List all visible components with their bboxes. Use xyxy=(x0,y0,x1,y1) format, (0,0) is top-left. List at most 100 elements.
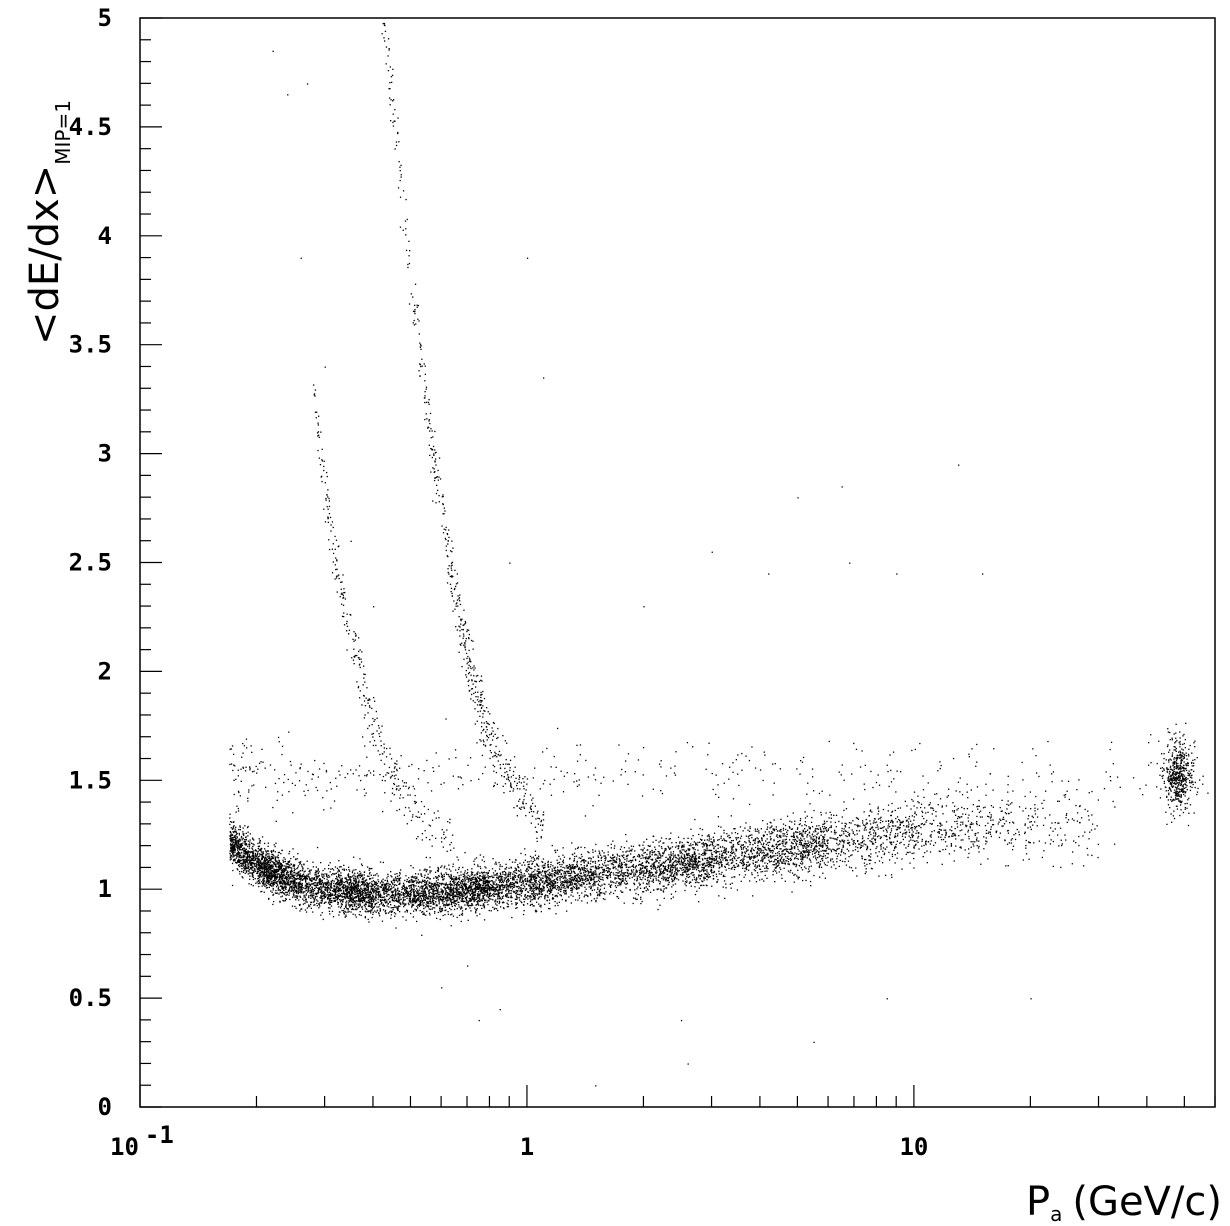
main-band-point xyxy=(460,894,463,896)
main-band-point xyxy=(444,884,447,886)
main-band-point xyxy=(370,902,372,905)
main-band-point xyxy=(330,883,333,886)
main-band-point xyxy=(435,898,437,900)
main-band-point xyxy=(319,886,321,889)
main-band-point xyxy=(257,856,260,858)
main-band-point xyxy=(367,896,369,898)
main-band-point xyxy=(524,898,526,901)
main-band-point xyxy=(263,873,265,875)
main-band-point xyxy=(392,891,394,893)
main-band-point xyxy=(321,880,323,882)
main-band-point xyxy=(298,871,300,873)
main-band-point xyxy=(439,893,441,895)
main-band-point xyxy=(282,869,284,871)
main-band-point xyxy=(324,868,326,870)
main-band-point xyxy=(341,879,343,881)
main-band-point xyxy=(437,897,439,899)
main-band-point xyxy=(487,877,490,879)
main-band-point xyxy=(284,877,286,880)
main-band-point xyxy=(298,889,300,891)
main-band-point xyxy=(474,886,477,889)
main-band-point xyxy=(328,884,330,886)
main-band-point xyxy=(361,874,364,876)
main-band-point xyxy=(345,881,347,883)
main-band-point xyxy=(401,888,403,891)
main-band-point xyxy=(366,889,368,891)
main-band-point xyxy=(383,890,386,892)
main-band-point xyxy=(435,901,437,903)
main-band-point xyxy=(283,900,285,902)
main-band-point xyxy=(269,874,272,876)
main-band-point xyxy=(398,900,400,902)
main-band-point xyxy=(455,895,457,897)
main-band-point xyxy=(482,878,484,880)
main-band-point xyxy=(472,891,474,893)
main-band-point xyxy=(417,873,420,875)
main-band-point xyxy=(288,883,290,885)
main-band-point xyxy=(294,872,296,874)
main-band-point xyxy=(248,859,250,861)
main-band-point xyxy=(514,872,516,874)
main-band-point xyxy=(298,874,300,876)
main-band-point xyxy=(299,889,301,891)
main-band-point xyxy=(436,904,438,906)
main-band-point xyxy=(507,903,509,906)
main-band-point xyxy=(281,878,283,880)
main-band-point xyxy=(362,889,364,891)
main-band-point xyxy=(346,890,348,892)
main-band-point xyxy=(289,883,291,886)
main-band-point xyxy=(379,882,382,884)
main-band-point xyxy=(297,892,299,895)
main-band-point xyxy=(284,860,286,863)
main-band-point xyxy=(286,884,288,886)
main-band-point xyxy=(368,875,370,877)
main-band-point xyxy=(340,889,342,891)
main-band-point xyxy=(323,895,325,897)
main-band-point xyxy=(384,890,387,892)
main-band-point xyxy=(233,847,235,849)
main-band-point xyxy=(505,863,507,865)
main-band-point xyxy=(437,879,439,881)
main-band-point xyxy=(281,895,284,897)
main-band-point xyxy=(304,902,306,905)
main-band-point xyxy=(358,879,360,881)
main-band-point xyxy=(294,874,296,876)
main-band-point xyxy=(477,893,479,895)
main-band-point xyxy=(235,842,237,845)
main-band-point xyxy=(508,891,510,893)
main-band-point xyxy=(373,891,375,893)
main-band-point xyxy=(229,859,231,861)
main-band-point xyxy=(515,859,517,861)
main-band-point xyxy=(484,889,486,892)
main-band-point xyxy=(269,858,271,860)
main-band-point xyxy=(290,867,292,869)
main-band-point xyxy=(328,864,330,866)
main-band-point xyxy=(370,892,373,895)
main-band-point xyxy=(243,834,245,836)
main-band-point xyxy=(460,906,462,908)
main-band-point xyxy=(267,876,269,878)
main-band-point xyxy=(262,855,264,857)
main-band-point xyxy=(340,875,342,877)
main-band-point xyxy=(438,874,440,877)
main-band-point xyxy=(230,827,232,829)
main-band-point xyxy=(526,877,529,880)
main-band-point xyxy=(475,904,477,906)
main-band-point xyxy=(358,889,361,891)
main-band-point xyxy=(274,881,276,883)
main-band-point xyxy=(525,888,527,890)
main-band-point xyxy=(510,896,512,898)
main-band-point xyxy=(393,895,395,897)
main-band-point xyxy=(483,871,486,873)
main-band-point xyxy=(393,890,395,892)
main-band-point xyxy=(280,869,282,871)
main-band-point xyxy=(369,894,372,896)
main-band-point xyxy=(283,869,285,872)
main-band-point xyxy=(480,890,482,892)
main-band-point xyxy=(306,883,308,885)
main-band-point xyxy=(265,880,267,882)
main-band-point xyxy=(341,868,344,871)
main-band-point xyxy=(339,881,342,883)
main-band-point xyxy=(289,876,291,878)
main-band-point xyxy=(267,882,269,885)
